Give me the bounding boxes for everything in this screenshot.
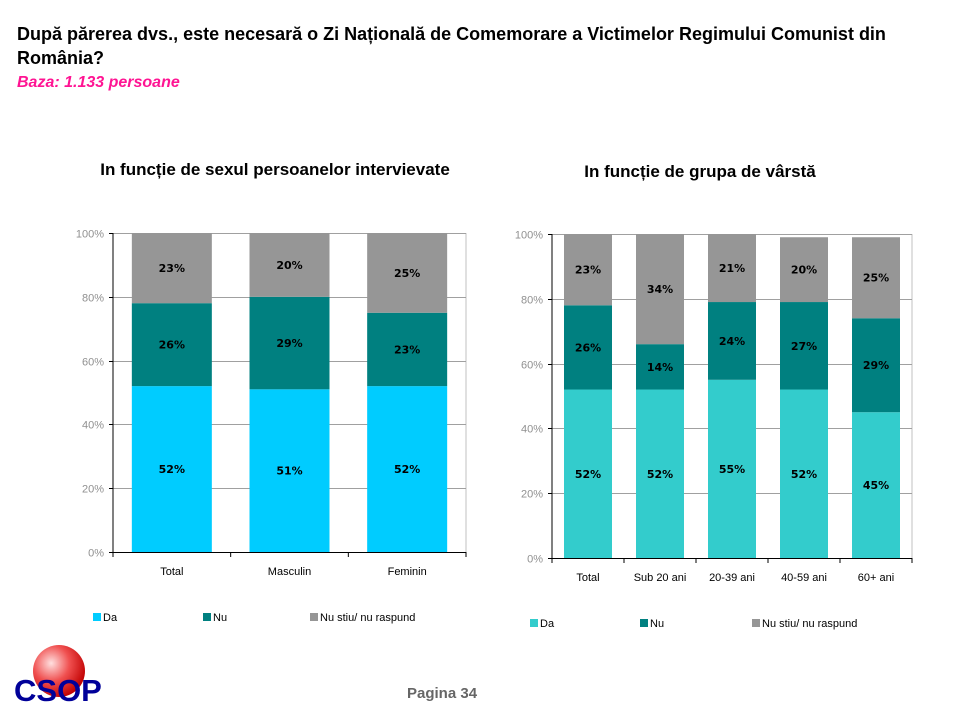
bar-segment-nu [367,312,448,387]
data-label: 20% [791,264,817,277]
bar-segment-da [852,412,900,558]
bar-segment-nu [636,344,684,390]
data-label: 29% [863,359,889,372]
bar-segment-nu-stiu-nu-raspund [780,237,828,303]
bar-segment-nu-stiu-nu-raspund [852,237,900,319]
legend-swatch [640,619,648,627]
bar-segment-da [131,386,212,552]
data-label: 51% [276,465,302,478]
data-label: 45% [863,479,889,492]
data-label: 23% [575,264,601,277]
data-label: 25% [863,272,889,285]
data-label: 25% [394,267,420,280]
legend-label: Nu [213,612,227,624]
data-label: 27% [791,340,817,353]
bar-segment-da [367,386,448,552]
y-tick-label: 100% [76,229,104,241]
y-tick-label: 100% [515,230,543,242]
x-tick-label: Masculin [268,566,311,578]
y-tick-label: 20% [521,489,543,501]
chart-title-gender: In funcție de sexul persoanelor intervie… [100,160,450,179]
legend-swatch [752,619,760,627]
bar-segment-nu-stiu-nu-raspund [636,234,684,345]
data-label: 24% [719,335,745,348]
x-tick-label: Total [576,572,599,584]
legend-swatch [310,613,318,621]
legend-label: Nu stiu/ nu raspund [762,618,857,630]
x-tick-label: Total [160,566,183,578]
data-label: 26% [159,339,185,352]
legend-label: Nu stiu/ nu raspund [320,612,415,624]
x-tick-label: 20-39 ani [709,572,755,584]
data-label: 52% [647,468,673,481]
y-tick-label: 80% [521,295,543,307]
bar-segment-da [249,389,330,552]
data-label: 55% [719,463,745,476]
bar-segment-nu [708,302,756,380]
bar-segment-nu [564,305,612,390]
bar-segment-nu [852,318,900,413]
data-label: 23% [159,262,185,275]
bar-segment-da [564,389,612,558]
y-tick-label: 60% [521,360,543,372]
data-label: 21% [719,262,745,275]
base-subtitle: Baza: 1.133 persoane [17,74,180,91]
y-tick-label: 0% [88,548,104,560]
x-tick-label: 60+ ani [858,572,894,584]
bar-segment-nu-stiu-nu-raspund [564,234,612,306]
bar-segment-da [636,389,684,558]
bar-segment-nu-stiu-nu-raspund [367,233,448,313]
data-label: 26% [575,341,601,354]
legend-label: Nu [650,618,664,630]
x-tick-label: 40-59 ani [781,572,827,584]
legend-label: Da [103,612,118,624]
legend-swatch [93,613,101,621]
data-label: 52% [575,468,601,481]
legend-swatch [530,619,538,627]
data-label: 52% [791,468,817,481]
page-number: Pagina 34 [407,685,478,702]
x-tick-label: Sub 20 ani [634,572,687,584]
chart-title-age: In funcție de grupa de vârstă [584,162,816,181]
data-label: 52% [159,463,185,476]
y-tick-label: 0% [527,554,543,566]
bar-segment-nu-stiu-nu-raspund [249,233,330,297]
data-label: 23% [394,343,420,356]
logo-text: CSOP [14,673,102,708]
data-label: 34% [647,283,673,296]
data-label: 20% [276,259,302,272]
bar-segment-nu-stiu-nu-raspund [708,234,756,303]
legend-label: Da [540,618,555,630]
page-title: După părerea dvs., este necesară o Zi Na… [17,24,886,68]
y-tick-label: 60% [82,357,104,369]
legend-swatch [203,613,211,621]
bar-segment-nu [780,302,828,390]
data-label: 14% [647,361,673,374]
y-tick-label: 40% [521,424,543,436]
bar-segment-nu [249,296,330,390]
bar-segment-nu [131,303,212,387]
y-tick-label: 80% [82,293,104,305]
bar-segment-nu-stiu-nu-raspund [131,233,212,304]
bar-segment-da [780,389,828,558]
y-tick-label: 40% [82,420,104,432]
y-tick-label: 20% [82,484,104,496]
data-label: 52% [394,463,420,476]
csop-logo: CSOP [12,643,112,713]
data-label: 29% [276,337,302,350]
x-tick-label: Feminin [388,566,427,578]
bar-segment-da [708,379,756,558]
